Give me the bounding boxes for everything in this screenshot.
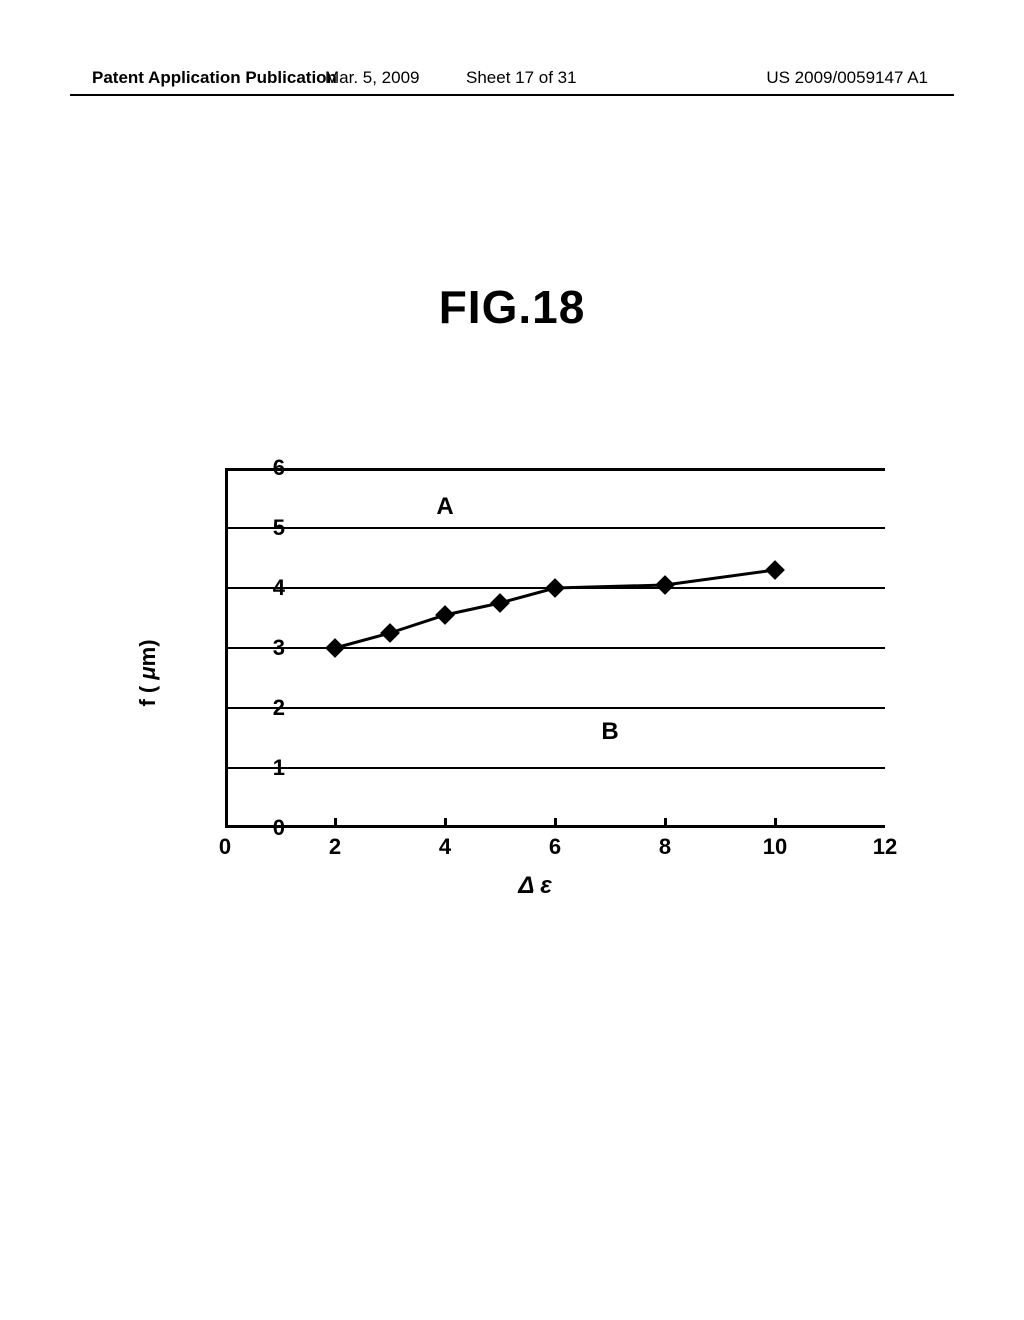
x-tick: 2 <box>329 834 341 860</box>
x-tick: 0 <box>219 834 231 860</box>
x-tick-mark <box>444 818 447 828</box>
chart-annotation: A <box>436 493 453 521</box>
x-tick: 8 <box>659 834 671 860</box>
header-rule <box>70 94 954 96</box>
y-tick: 2 <box>273 695 285 721</box>
x-tick: 6 <box>549 834 561 860</box>
x-tick: 12 <box>873 834 897 860</box>
header-date: Mar. 5, 2009 <box>325 68 420 88</box>
plot-area: AB <box>225 468 885 828</box>
grid-line <box>228 647 885 649</box>
x-tick-mark <box>774 818 777 828</box>
chart: f ( μm) AB 0123456 024681012 Δ ε <box>170 468 900 878</box>
x-tick-mark <box>334 818 337 828</box>
header-right: US 2009/0059147 A1 <box>766 68 928 88</box>
grid-line <box>228 707 885 709</box>
x-tick: 4 <box>439 834 451 860</box>
y-tick: 4 <box>273 575 285 601</box>
y-axis-label: f ( μm) <box>135 639 161 706</box>
y-tick: 0 <box>273 815 285 841</box>
x-tick: 10 <box>763 834 787 860</box>
y-tick: 5 <box>273 515 285 541</box>
header-left: Patent Application Publication <box>92 68 337 88</box>
grid-line <box>228 767 885 769</box>
y-tick: 6 <box>273 455 285 481</box>
header-sheet: Sheet 17 of 31 <box>466 68 577 88</box>
x-tick-mark <box>664 818 667 828</box>
chart-annotation: B <box>601 718 618 746</box>
grid-line <box>228 587 885 589</box>
y-tick: 1 <box>273 755 285 781</box>
figure-title: FIG.18 <box>0 280 1024 334</box>
grid-line <box>228 527 885 529</box>
y-tick: 3 <box>273 635 285 661</box>
x-axis-label: Δ ε <box>170 872 900 900</box>
x-tick-mark <box>554 818 557 828</box>
